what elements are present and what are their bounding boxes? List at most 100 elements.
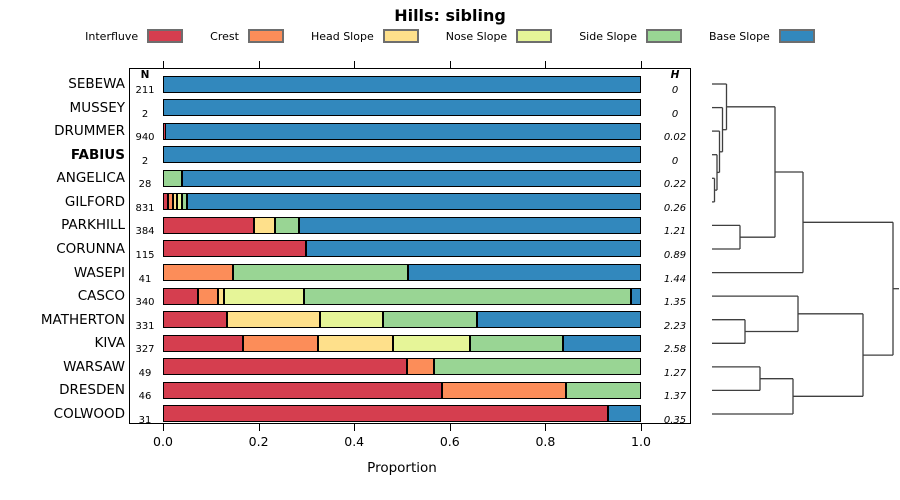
h-value: 1.37 — [663, 391, 687, 403]
category-label-colwood: COLWOOD — [53, 405, 125, 422]
n-value: 2 — [141, 108, 149, 120]
x-tick-label: 0.2 — [248, 434, 269, 449]
chart-title: Hills: sibling — [394, 6, 506, 25]
bar-segment-base-slope — [163, 146, 641, 164]
legend-item-side-slope: Side Slope — [579, 29, 683, 43]
category-label-wasepi: WASEPI — [73, 264, 125, 281]
bar-row-casco — [163, 287, 641, 305]
h-value: 0.89 — [663, 249, 687, 261]
n-value: 211 — [135, 85, 155, 96]
bar-segment-head-slope — [226, 311, 321, 329]
legend-swatch-nose-slope — [516, 29, 553, 43]
bar-segment-interfluve — [163, 311, 227, 329]
bar-row-sebewa — [163, 75, 641, 93]
bar-segment-interfluve — [163, 216, 254, 234]
bar-segment-base-slope — [562, 334, 641, 352]
category-label-fabius: FABIUS — [70, 146, 125, 163]
legend-label: Head Slope — [310, 29, 374, 43]
bar-segment-side-slope — [304, 287, 632, 305]
bar-segment-base-slope — [631, 287, 641, 305]
bar-segment-interfluve — [163, 287, 198, 305]
h-value: 1.44 — [663, 273, 687, 285]
category-label-mussey: MUSSEY — [69, 99, 125, 116]
n-value: 384 — [135, 226, 155, 238]
legend-item-nose-slope: Nose Slope — [445, 29, 553, 43]
h-value: 0.26 — [663, 202, 687, 214]
bar-segment-base-slope — [608, 405, 641, 423]
n-value: 28 — [138, 179, 152, 191]
bar-segment-interfluve — [163, 122, 166, 140]
bar-segment-base-slope — [299, 216, 641, 234]
n-column-header: N — [140, 69, 150, 81]
legend-label: Crest — [210, 29, 239, 43]
tick-bottom — [449, 424, 451, 431]
h-value: 0 — [671, 108, 679, 120]
legend-label: Nose Slope — [445, 29, 508, 43]
x-tick-label: 0.8 — [535, 434, 556, 449]
category-label-kiva: KIVA — [94, 335, 125, 352]
tick-bottom — [163, 424, 164, 431]
category-label-sebewa: SEBEWA — [68, 76, 125, 92]
category-label-angelica: ANGELICA — [56, 170, 126, 187]
h-column-header: H — [670, 69, 680, 81]
x-axis-title: Proportion — [367, 460, 437, 476]
legend-label: Interfluve — [85, 29, 139, 43]
legend-swatch-crest — [247, 29, 284, 43]
plot-box — [129, 68, 691, 424]
category-label-parkhill: PARKHILL — [61, 217, 125, 234]
bar-row-parkhill — [163, 216, 641, 234]
category-label-gilford: GILFORD — [64, 193, 125, 210]
tick-bottom — [354, 424, 356, 431]
category-label-matherton: MATHERTON — [40, 311, 125, 328]
bar-row-colwood — [163, 405, 641, 423]
legend-label: Side Slope — [579, 29, 638, 43]
h-value: 2.58 — [663, 344, 687, 356]
x-tick-label: 1.0 — [631, 434, 651, 449]
n-value: 340 — [135, 297, 155, 309]
n-value: 331 — [135, 320, 155, 332]
bar-segment-interfluve — [163, 334, 243, 352]
bar-segment-head-slope — [317, 334, 394, 352]
bar-segment-side-slope — [469, 334, 563, 352]
bar-segment-side-slope — [163, 169, 183, 187]
h-value: 0.22 — [663, 179, 687, 191]
legend-swatch-base-slope — [778, 29, 815, 43]
tick-top — [449, 61, 451, 68]
tick-top — [163, 61, 164, 68]
tick-top — [641, 61, 642, 68]
tick-top — [545, 61, 547, 68]
category-label-warsaw: WARSAW — [63, 358, 125, 375]
n-value: 31 — [138, 414, 152, 426]
bar-segment-side-slope — [182, 193, 187, 211]
x-tick-label: 0.6 — [439, 434, 460, 449]
bar-row-warsaw — [163, 358, 641, 376]
h-value: 0.35 — [663, 414, 687, 426]
bar-row-wasepi — [163, 264, 641, 282]
bar-segment-side-slope — [382, 311, 478, 329]
h-value: 1.21 — [663, 226, 687, 238]
bar-segment-crest — [442, 381, 566, 399]
n-value: 327 — [135, 344, 155, 356]
x-tick-label: 0.0 — [153, 434, 173, 449]
bar-segment-crest — [167, 193, 173, 211]
category-label-dresden: DRESDEN — [59, 382, 125, 399]
bar-segment-side-slope — [434, 358, 641, 376]
legend-swatch-side-slope — [646, 29, 683, 43]
legend-item-base-slope: Base Slope — [709, 29, 815, 43]
bar-row-angelica — [163, 169, 641, 187]
bar-segment-base-slope — [163, 99, 641, 117]
n-value: 49 — [138, 367, 152, 379]
bar-row-fabius — [163, 146, 641, 164]
tick-bottom — [641, 424, 642, 431]
n-value: 831 — [135, 202, 155, 214]
tick-bottom — [258, 424, 260, 431]
n-value: 115 — [135, 249, 155, 261]
n-value: 46 — [138, 391, 152, 403]
bar-row-drummer — [163, 122, 641, 140]
bar-segment-nose-slope — [177, 193, 183, 211]
bar-segment-base-slope — [407, 264, 641, 282]
bar-segment-head-slope — [172, 193, 178, 211]
bar-segment-base-slope — [165, 122, 641, 140]
bar-row-corunna — [163, 240, 641, 258]
